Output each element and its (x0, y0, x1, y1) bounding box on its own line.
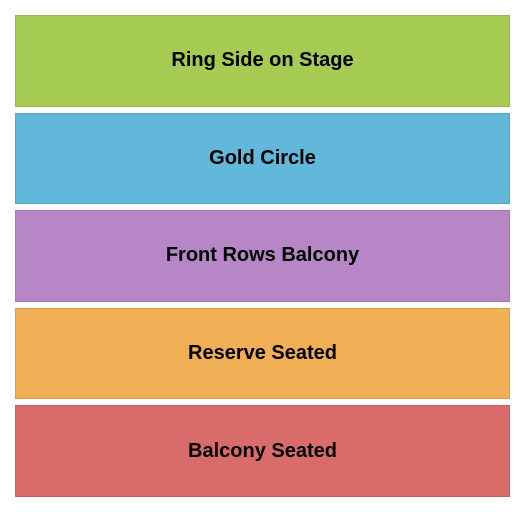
seating-chart: Ring Side on Stage Gold Circle Front Row… (0, 0, 525, 525)
section-ring-side[interactable]: Ring Side on Stage (15, 15, 510, 107)
section-label: Front Rows Balcony (166, 244, 359, 267)
section-balcony-seated[interactable]: Balcony Seated (15, 405, 510, 497)
section-reserve-seated[interactable]: Reserve Seated (15, 308, 510, 400)
section-front-rows-balcony[interactable]: Front Rows Balcony (15, 210, 510, 302)
section-gold-circle[interactable]: Gold Circle (15, 113, 510, 205)
section-label: Reserve Seated (188, 342, 337, 365)
section-label: Gold Circle (209, 147, 316, 170)
section-label: Balcony Seated (188, 440, 337, 463)
section-label: Ring Side on Stage (171, 49, 353, 72)
